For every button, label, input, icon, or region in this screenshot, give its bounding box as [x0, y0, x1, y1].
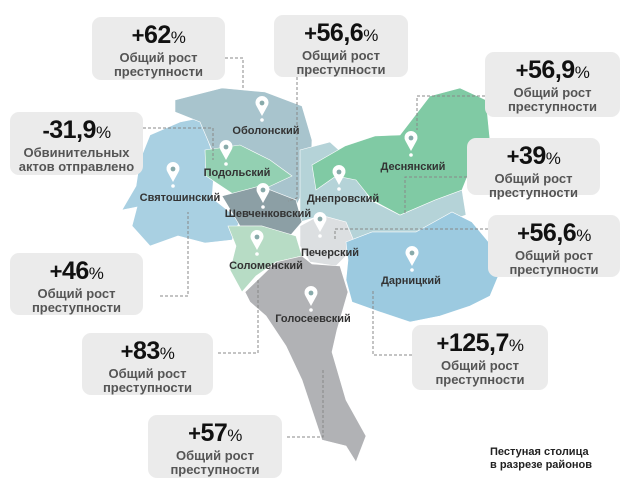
map-pin-icon — [219, 140, 233, 166]
stat-callout: +56,6% Общий рост преступности — [274, 15, 408, 77]
map-pin-icon — [250, 230, 264, 256]
stat-description: преступности — [509, 262, 599, 277]
stat-description: Общий рост — [514, 248, 593, 263]
stat-callout: +62% Общий рост преступности — [92, 17, 225, 80]
stat-callout: +39% Общий рост преступности — [467, 138, 600, 200]
map-pin-icon — [405, 246, 419, 272]
map-pin-icon — [332, 165, 346, 191]
district-label: Голосеевский — [275, 313, 351, 325]
stat-description: преступности — [296, 62, 386, 77]
caption-line: в разрезе районов — [490, 459, 593, 471]
leader-line — [287, 368, 324, 438]
district-label: Святошинский — [140, 192, 221, 204]
map-pin-icon — [256, 183, 270, 209]
stat-description: актов отправлено — [18, 159, 135, 174]
stat-value: +56,6% — [517, 219, 591, 247]
stat-callout: +125,7% Общий рост преступности — [412, 325, 548, 390]
stat-description: Общий рост — [175, 448, 254, 463]
stat-value: +56,6% — [304, 19, 378, 47]
leader-line — [372, 289, 412, 356]
stat-callout: -31,9% Обвинительных актов отправлено — [10, 112, 143, 175]
stat-value: -31,9% — [42, 116, 111, 144]
stat-value: +46% — [49, 257, 104, 285]
stat-description: Общий рост — [37, 286, 116, 301]
leader-line — [160, 212, 189, 297]
leader-line — [416, 95, 485, 130]
district-goloseevsky[interactable] — [244, 255, 367, 463]
stat-value: +39% — [506, 142, 561, 170]
district-label: Деснянский — [381, 161, 446, 173]
stat-description: преступности — [31, 300, 122, 315]
leader-line — [218, 278, 259, 354]
stat-callout: +46% Общий рост преступности — [10, 253, 143, 315]
stat-value: +62% — [131, 21, 186, 49]
stat-description: Общий рост — [440, 358, 519, 373]
district-label: Оболонский — [232, 125, 299, 137]
caption-line: Пестуная столица — [490, 446, 589, 458]
map-pin-icon — [255, 96, 269, 122]
stat-value: +56,9% — [515, 56, 590, 84]
map-pin-icon — [404, 131, 418, 157]
stat-callout: +57% Общий рост преступности — [148, 415, 282, 478]
stat-description: Общий рост — [513, 85, 592, 100]
stat-description: Общий рост — [119, 50, 198, 65]
district-label: Шевченковский — [225, 208, 311, 220]
stat-value: +125,7% — [436, 329, 524, 357]
leader-line — [225, 57, 244, 88]
map-pin-icon — [313, 212, 327, 238]
leader-line — [334, 228, 488, 240]
stat-callout: +56,9% Общий рост преступности — [485, 52, 620, 117]
stat-description: Общий рост — [301, 48, 380, 63]
stat-value: +83% — [120, 337, 175, 365]
leader-line — [287, 77, 298, 202]
stat-description: преступности — [170, 462, 260, 477]
stat-description: Общий рост — [108, 366, 187, 381]
stat-callout: +83% Общий рост преступности — [82, 333, 213, 395]
district-label: Дарницкий — [381, 275, 441, 287]
district-label: Подольский — [204, 167, 271, 179]
stat-description: преступности — [102, 380, 193, 395]
district-label: Печерский — [301, 247, 359, 259]
stat-description: Общий рост — [494, 171, 573, 186]
stat-description: преступности — [435, 372, 525, 387]
map-caption: Пестуная столица в разрезе районов — [490, 446, 592, 472]
district-darnitsky[interactable] — [345, 211, 501, 323]
stat-description: Обвинительных — [23, 145, 130, 160]
district-label: Соломенский — [229, 260, 303, 272]
stat-description: преступности — [488, 185, 579, 200]
map-pin-icon — [166, 162, 180, 188]
stat-value: +57% — [188, 419, 242, 447]
district-label: Днепровский — [307, 193, 379, 205]
stat-description: преступности — [113, 64, 204, 79]
map-pin-icon — [304, 286, 318, 312]
leader-line — [143, 127, 214, 160]
leader-line — [404, 176, 467, 215]
district-solomensky[interactable] — [227, 225, 303, 293]
stat-description: преступности — [507, 99, 598, 114]
stat-callout: +56,6% Общий рост преступности — [488, 215, 620, 277]
